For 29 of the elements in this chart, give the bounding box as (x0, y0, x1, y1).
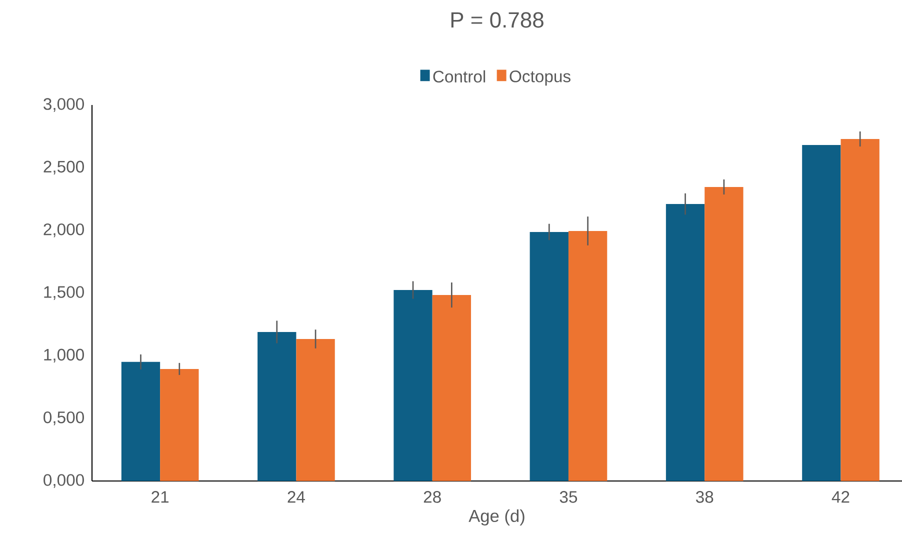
y-tick-label: 2,000 (44, 223, 84, 238)
x-tick-label: 24 (288, 491, 305, 503)
y-tick-label: 2,500 (44, 160, 84, 175)
y-tick-label: 3,000 (44, 98, 84, 112)
bar (258, 332, 296, 481)
legend-label: Octopus (510, 70, 570, 86)
x-tick-label: 35 (560, 491, 578, 503)
y-tick-label: 0,000 (44, 474, 84, 488)
bar (666, 204, 705, 481)
x-axis-title: Age (d) (468, 509, 524, 526)
x-tick-label: 28 (424, 491, 441, 503)
x-tick-label: 42 (832, 491, 850, 503)
bar (568, 230, 608, 481)
y-tick-label: 1,500 (44, 286, 84, 300)
bar (802, 144, 841, 481)
bar (432, 295, 472, 481)
legend-label: Control (433, 70, 486, 83)
bar (121, 362, 160, 481)
x-tick-label: 38 (696, 491, 714, 503)
bar (296, 338, 335, 481)
bar (160, 368, 199, 481)
bar (394, 290, 432, 481)
y-tick-label: 1,000 (44, 348, 84, 363)
y-tick-label: 0,500 (44, 411, 84, 426)
bar (530, 232, 568, 481)
x-tick-label: 21 (152, 491, 169, 503)
chart-title: P = 0.788 (451, 12, 544, 28)
bar (704, 186, 744, 481)
bar (840, 138, 880, 481)
